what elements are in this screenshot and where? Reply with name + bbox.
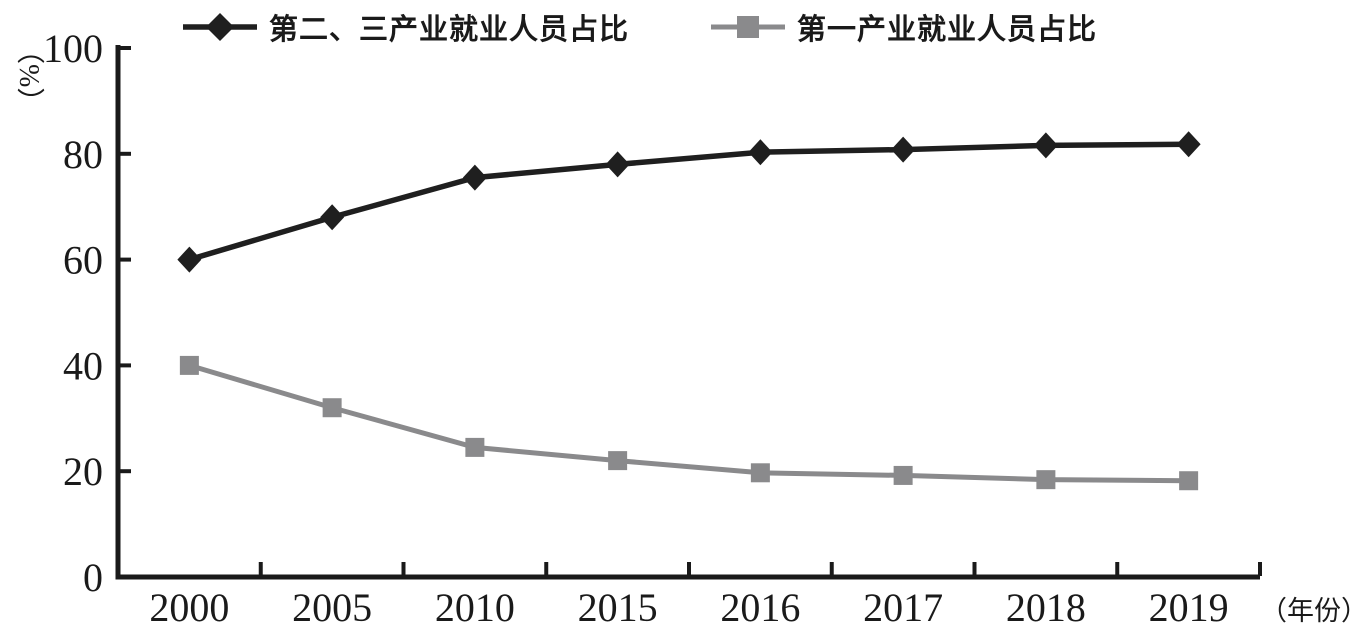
y-tick-label: 60: [63, 238, 103, 283]
data-point-diamond: [1033, 132, 1058, 159]
x-tick-label: 2010: [435, 585, 515, 630]
x-tick-label: 2015: [578, 585, 658, 630]
data-point-square: [179, 355, 199, 375]
series-line-0: [188, 141, 1189, 263]
series-line-1: [188, 363, 1189, 484]
x-tick-label: 2018: [1006, 585, 1086, 630]
legend-label-secondary-tertiary-industry: 第二、三产业就业人员占比: [269, 14, 630, 46]
diamond-line-marker-icon: [183, 12, 257, 42]
data-point-square: [608, 451, 628, 471]
y-tick-label: 100: [43, 26, 103, 71]
legend-item-primary-industry: 第一产业就业人员占比: [711, 6, 1097, 48]
data-point-square: [750, 463, 770, 483]
legend-label-primary-industry: 第一产业就业人员占比: [797, 14, 1098, 46]
x-tick-label: 2000: [149, 585, 229, 630]
data-point-square: [465, 437, 485, 457]
y-tick-label: 80: [63, 132, 103, 177]
data-point-diamond: [320, 204, 345, 231]
x-tick-label: 2017: [863, 585, 943, 630]
data-point-diamond: [462, 164, 487, 191]
square-line-marker-icon: [711, 12, 786, 42]
data-point-square: [322, 398, 342, 418]
data-point-diamond: [1176, 131, 1201, 158]
data-point-diamond: [605, 151, 630, 178]
data-point-square: [1179, 471, 1199, 491]
legend-item-secondary-tertiary-industry: 第二、三产业就业人员占比: [183, 6, 629, 48]
x-axis-unit-label: （年份）: [1260, 596, 1359, 626]
legend: 第二、三产业就业人员占比 第一产业就业人员占比: [183, 6, 1097, 48]
y-tick-label: 20: [63, 449, 103, 494]
x-tick-label: 2005: [292, 585, 372, 630]
y-tick-label: 0: [83, 555, 103, 600]
y-axis-unit-label: （%）: [13, 36, 44, 116]
data-point-square: [1036, 470, 1056, 490]
data-point-diamond: [891, 136, 916, 163]
x-tick-label: 2019: [1149, 585, 1229, 630]
data-point-diamond: [748, 139, 773, 166]
data-point-diamond: [177, 246, 202, 273]
y-tick-label: 40: [63, 343, 103, 388]
data-point-square: [893, 465, 913, 485]
x-tick-label: 2016: [720, 585, 800, 630]
